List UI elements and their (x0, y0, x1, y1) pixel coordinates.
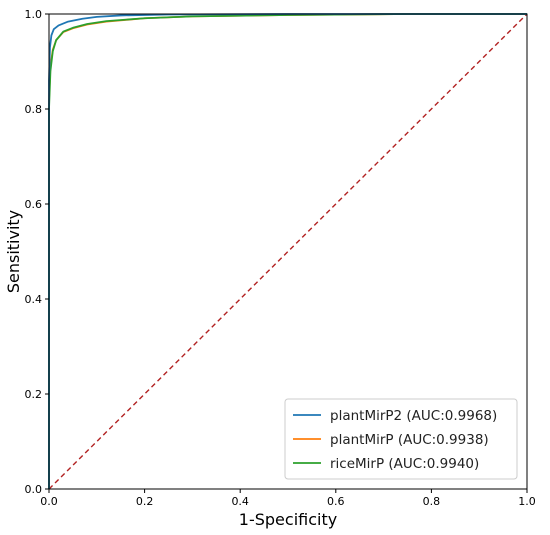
x-axis-label: 1-Specificity (239, 510, 337, 529)
legend-entry: plantMirP2 (AUC:0.9968) (330, 408, 497, 424)
series-line-2 (48, 13, 527, 489)
legend: plantMirP2 (AUC:0.9968) plantMirP (AUC:0.… (284, 398, 518, 480)
y-tick-label: 0.4 (25, 293, 43, 306)
axis-ticks: 0.0 0.2 0.4 0.6 0.8 1.0 0.0 0.2 0.4 0.6 0.8 1.0 (25, 8, 536, 508)
x-tick-label: 1.0 (518, 495, 536, 508)
y-tick-label: 0.0 (25, 483, 43, 496)
x-tick-label: 0.0 (40, 495, 58, 508)
legend-entry: riceMirP (AUC:0.9940) (330, 456, 479, 472)
x-tick-label: 0.2 (136, 495, 154, 508)
y-axis-label: Sensitivity (4, 210, 23, 293)
x-tick-label: 0.6 (327, 495, 345, 508)
legend-box (284, 398, 518, 480)
x-tick-label: 0.4 (231, 495, 249, 508)
y-tick-label: 0.8 (25, 103, 43, 116)
x-tick-label: 0.8 (423, 495, 441, 508)
diagonal-reference-line (48, 13, 528, 490)
plot-frame (48, 13, 528, 490)
y-tick-label: 0.2 (25, 388, 43, 401)
legend-entry: plantMirP (AUC:0.9938) (330, 432, 489, 448)
y-tick-label: 1.0 (25, 8, 43, 21)
y-tick-label: 0.6 (25, 198, 43, 211)
